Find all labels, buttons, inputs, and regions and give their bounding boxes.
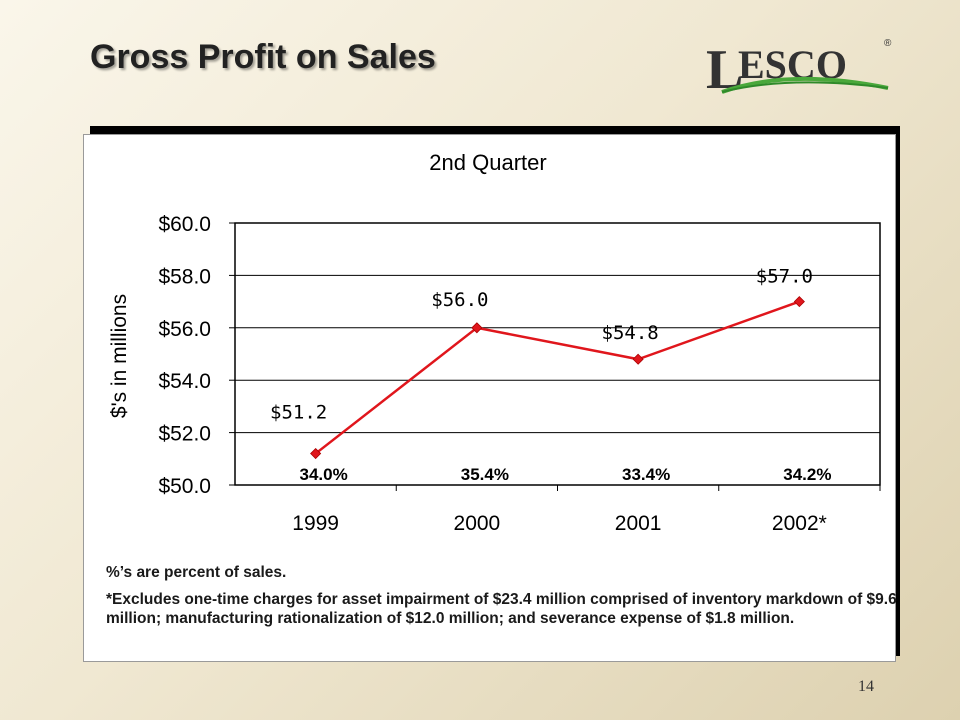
data-label: $56.0 [431,289,488,311]
x-tick-label: 2000 [454,512,501,535]
percent-of-sales-label: 33.4% [622,465,670,484]
lesco-logo: L ESCO ® [706,38,892,101]
svg-text:®: ® [884,38,892,49]
y-axis-label: $'s in millions [108,294,131,418]
x-tick-label: 2002* [772,512,827,535]
slide-title: Gross Profit on Sales [90,38,436,76]
excludes-footnote: *Excludes one-time charges for asset imp… [106,591,897,627]
data-label: $51.2 [270,402,327,424]
percent-note: %’s are percent of sales. [106,564,287,581]
data-point-marker [471,322,483,334]
data-label: $54.8 [602,322,659,344]
series-line [314,300,800,455]
x-tick-label: 2001 [615,512,662,535]
percent-of-sales-label: 34.0% [300,465,348,484]
percent-of-sales-label: 35.4% [461,465,509,484]
y-tick-label: $54.0 [158,370,211,393]
y-tick-label: $60.0 [158,213,211,236]
data-label: $57.0 [756,266,813,288]
data-point-marker [793,296,805,308]
percent-of-sales-label: 34.2% [783,465,831,484]
page-number: 14 [858,678,874,695]
data-point-marker [310,447,322,460]
y-tick-label: $52.0 [158,423,211,446]
data-point-marker [632,353,644,365]
y-tick-label: $50.0 [158,475,211,498]
plot-area [234,222,881,486]
x-tick-label: 1999 [292,512,339,535]
y-tick-label: $58.0 [158,265,211,288]
chart-title: 2nd Quarter [429,150,546,175]
y-tick-label: $56.0 [158,318,211,341]
